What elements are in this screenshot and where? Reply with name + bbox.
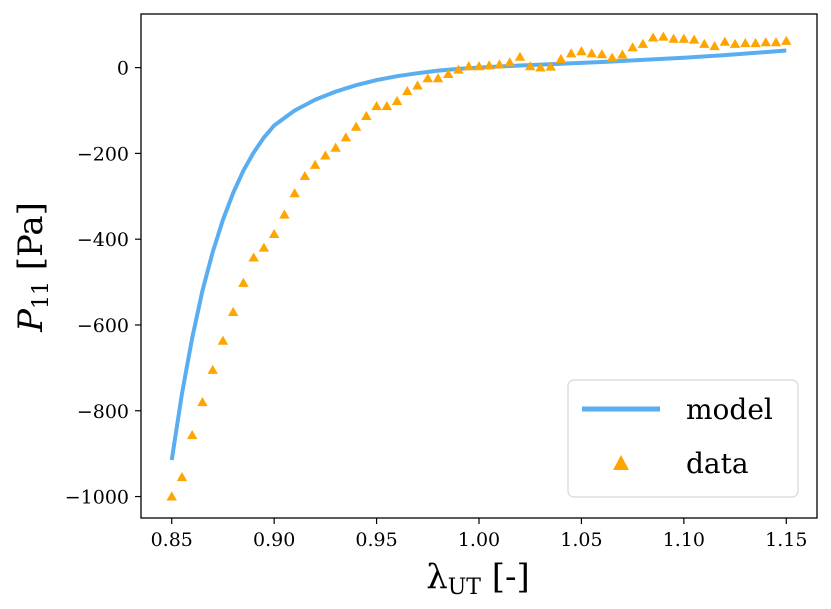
data-point	[647, 32, 659, 42]
data-point	[545, 61, 556, 71]
data-point	[330, 142, 341, 152]
x-axis-label-rest: [-]	[481, 557, 530, 597]
y-axis: 0 −200 −400 −600 −800 −1000	[65, 58, 141, 509]
y-axis-label-sub: 11	[29, 281, 54, 309]
data-point	[371, 101, 382, 111]
y-tick-label: −400	[77, 229, 129, 251]
data-point	[504, 57, 515, 67]
model-series-line	[169, 48, 787, 461]
data-point	[627, 42, 638, 52]
plot-data-layer	[166, 31, 792, 501]
legend-data-label: data	[686, 447, 749, 480]
data-point	[422, 73, 433, 83]
data-point	[340, 132, 352, 142]
data-point	[781, 35, 792, 45]
x-tick-label: 0.90	[253, 529, 295, 551]
data-point	[320, 150, 331, 160]
data-point	[412, 80, 423, 90]
y-tick-label: −600	[77, 315, 129, 337]
data-point	[740, 37, 751, 48]
data-point	[443, 68, 454, 78]
data-series-points	[166, 31, 792, 501]
data-point	[381, 101, 393, 111]
x-axis: 0.85 0.90 0.95 1.00 1.05 1.10 1.15	[151, 518, 807, 551]
data-point	[565, 48, 577, 58]
data-point	[760, 37, 771, 47]
y-tick-label: −200	[77, 143, 129, 165]
legend-model-label: model	[686, 393, 773, 426]
y-tick-label: 0	[117, 58, 129, 80]
data-point	[494, 59, 505, 69]
y-axis-label: P11 [Pa]	[11, 202, 54, 333]
data-point	[217, 335, 229, 345]
data-point	[658, 31, 669, 41]
data-point	[729, 38, 741, 48]
data-point	[668, 33, 679, 43]
data-point	[299, 170, 311, 181]
data-point	[166, 491, 177, 501]
legend: model data	[567, 379, 799, 498]
x-tick-label: 0.85	[151, 529, 193, 551]
data-point	[227, 306, 239, 317]
data-point	[770, 37, 782, 47]
data-point	[617, 49, 628, 59]
data-point	[606, 52, 618, 62]
data-point	[268, 228, 280, 238]
x-tick-label: 1.05	[560, 529, 602, 551]
x-tick-label: 1.10	[663, 529, 705, 551]
data-point	[402, 86, 413, 96]
data-point	[473, 61, 485, 71]
data-point	[535, 62, 546, 72]
data-point	[688, 34, 700, 44]
data-point	[391, 95, 403, 105]
data-point	[187, 430, 198, 440]
x-tick-label: 1.00	[458, 529, 500, 551]
data-point	[350, 121, 362, 131]
data-point	[258, 242, 270, 252]
x-axis-label: λUT [-]	[426, 557, 530, 600]
data-point	[586, 48, 597, 58]
data-point	[719, 36, 731, 46]
data-point	[248, 252, 259, 262]
y-tick-label: −1000	[65, 487, 129, 509]
data-point	[484, 60, 495, 70]
data-point	[238, 277, 249, 287]
data-point	[432, 73, 444, 83]
data-point	[514, 51, 526, 61]
data-point	[637, 38, 649, 48]
x-axis-label-main: λ	[426, 557, 448, 597]
y-axis-label-rest: [Pa]	[11, 202, 51, 281]
data-point	[699, 38, 710, 48]
y-axis-label-main: P	[11, 308, 51, 333]
data-point	[750, 37, 761, 48]
data-point	[197, 396, 208, 407]
data-point	[453, 64, 464, 74]
data-point	[176, 472, 188, 482]
data-point	[576, 46, 587, 56]
data-point	[309, 159, 321, 169]
data-point	[678, 33, 690, 43]
data-point	[596, 49, 608, 59]
data-point	[555, 53, 567, 63]
data-point	[289, 188, 300, 198]
legend-data-swatch	[613, 455, 629, 470]
x-axis-label-sub: UT	[448, 575, 482, 600]
data-point	[207, 364, 218, 374]
data-point	[709, 40, 720, 51]
data-point	[525, 61, 536, 71]
x-tick-label: 0.95	[355, 529, 397, 551]
y-tick-label: −800	[77, 401, 129, 423]
data-point	[279, 209, 290, 219]
x-tick-label: 1.15	[765, 529, 807, 551]
data-point	[463, 61, 474, 71]
data-point	[361, 110, 372, 120]
